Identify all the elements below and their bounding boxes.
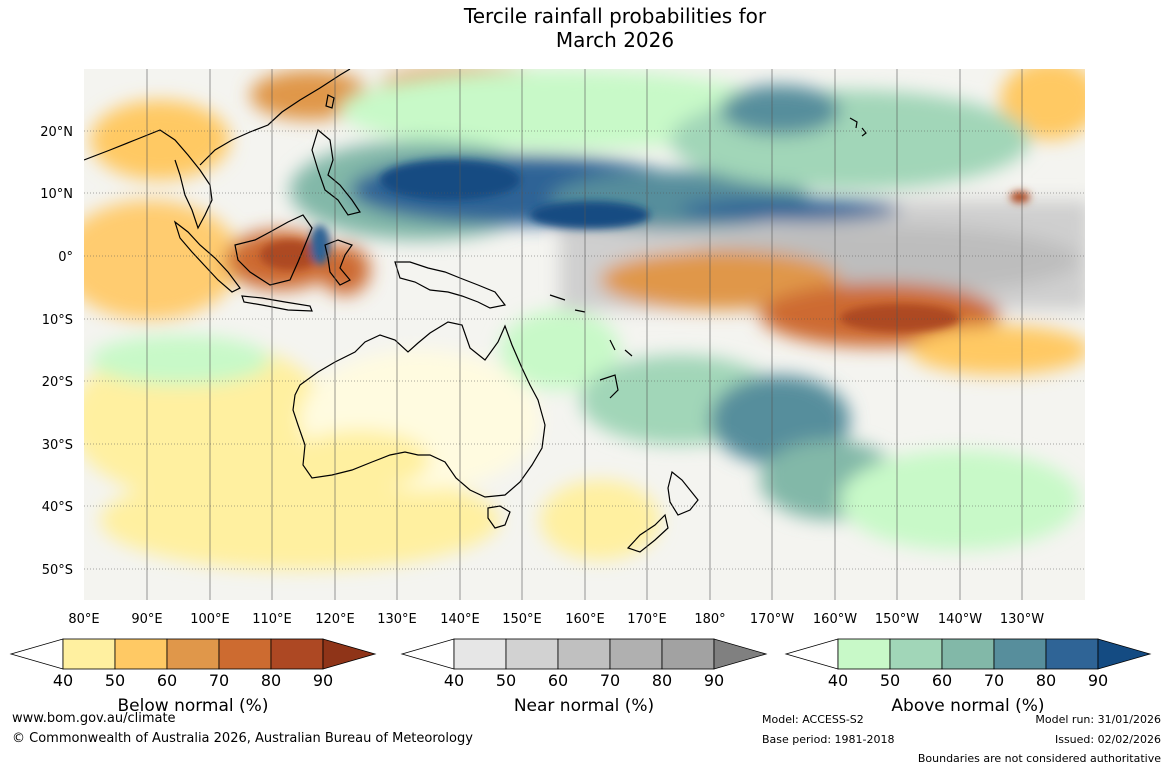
near-normal-colorbar: 40 50 60 70 80 90 — [400, 638, 768, 690]
colorbar-tick-label: 80 — [652, 671, 672, 690]
map-title-line1: Tercile rainfall probabilities for — [463, 4, 767, 28]
colorbar-extend-low — [784, 638, 839, 670]
colorbar-tick-label: 40 — [444, 671, 464, 690]
lon-label: 140°E — [440, 612, 480, 627]
copyright-text: © Commonwealth of Australia 2026, Austra… — [12, 731, 473, 746]
lon-label: 160°W — [813, 612, 857, 627]
issued-text: Issued: 02/02/2026 — [1054, 733, 1161, 746]
website-link[interactable]: www.bom.gov.au/climate — [12, 711, 176, 726]
colorbar-segment — [889, 638, 943, 670]
colorbar-segment — [941, 638, 995, 670]
lon-label: 120°E — [315, 612, 355, 627]
lat-label: 20°N — [40, 125, 73, 140]
lon-label: 150°W — [875, 612, 919, 627]
lon-label: 80°E — [68, 612, 99, 627]
lon-label: 90°E — [131, 612, 162, 627]
map-title: Tercile rainfall probabilities for March… — [0, 4, 1173, 52]
colorbar-segment — [114, 638, 168, 670]
above-normal-label: Above normal (%) — [891, 696, 1045, 716]
meridians — [146, 69, 1023, 600]
below-normal-colorbar: 40 50 60 70 80 90 — [9, 638, 377, 690]
colorbar-segment — [166, 638, 220, 670]
disclaimer-text: Boundaries are not considered authoritat… — [917, 752, 1161, 765]
colorbar-segment — [62, 638, 116, 670]
colorbar-segment — [270, 638, 324, 670]
near-normal-label: Near normal (%) — [513, 696, 655, 716]
lon-label: 170°E — [627, 612, 667, 627]
colorbar-tick-label: 50 — [496, 671, 516, 690]
lon-label: 130°W — [1000, 612, 1044, 627]
lat-label: 40°S — [42, 500, 73, 515]
lon-label: 180° — [694, 612, 725, 627]
below-normal-label: Below normal (%) — [117, 696, 269, 716]
model-run-text: Model run: 31/01/2026 — [1035, 713, 1161, 726]
colorbar-tick-label: 70 — [600, 671, 620, 690]
colorbar-tick-label: 50 — [880, 671, 900, 690]
colorbar-segment — [557, 638, 611, 670]
colorbar-segment — [218, 638, 272, 670]
colorbar-tick-label: 60 — [157, 671, 177, 690]
colorbar-tick-label: 70 — [209, 671, 229, 690]
colorbar-segment — [661, 638, 715, 670]
colorbar-tick-label: 60 — [548, 671, 568, 690]
coastlines — [84, 69, 867, 553]
colorbar-tick-label: 50 — [105, 671, 125, 690]
colorbar-tick-label: 90 — [1088, 671, 1108, 690]
lat-label: 10°S — [42, 313, 73, 328]
colorbar-tick-label: 40 — [53, 671, 73, 690]
legend-colorbars: 40 50 60 70 80 90 40 50 60 70 80 90 40 50 60 70 80 90 — [9, 638, 1152, 690]
colorbar-segment — [1045, 638, 1099, 670]
graticule — [84, 130, 1085, 570]
lon-label: 150°E — [502, 612, 542, 627]
colorbar-segment — [993, 638, 1047, 670]
map-title-line2: March 2026 — [555, 28, 675, 52]
lat-label: 0° — [58, 250, 73, 265]
colorbar-tick-label: 70 — [984, 671, 1004, 690]
colorbar-tick-label: 80 — [261, 671, 281, 690]
colorbar-tick-label: 60 — [932, 671, 952, 690]
lon-label: 130°E — [377, 612, 417, 627]
lon-label: 110°E — [252, 612, 292, 627]
lon-label: 170°W — [750, 612, 794, 627]
colorbar-tick-label: 80 — [1036, 671, 1056, 690]
lon-label: 140°W — [938, 612, 982, 627]
colorbar-segment — [453, 638, 507, 670]
model-text: Model: ACCESS-S2 — [762, 713, 864, 726]
colorbar-extend-low — [9, 638, 64, 670]
lat-label: 20°S — [42, 375, 73, 390]
lat-label: 30°S — [42, 438, 73, 453]
colorbar-tick-label: 40 — [828, 671, 848, 690]
colorbar-tick-label: 90 — [704, 671, 724, 690]
colorbar-extend-high — [713, 638, 768, 670]
lon-label: 100°E — [190, 612, 230, 627]
probability-field — [84, 69, 1085, 600]
colorbar-extend-high — [1097, 638, 1152, 670]
colorbar-segment — [609, 638, 663, 670]
colorbar-segment — [505, 638, 559, 670]
rainfall-map: 20°N 10°N 0° 10°S 20°S 30°S 40°S 50°S 80… — [40, 69, 1085, 627]
colorbar-tick-label: 90 — [313, 671, 333, 690]
lat-label: 10°N — [40, 187, 73, 202]
above-normal-colorbar: 40 50 60 70 80 90 — [784, 638, 1152, 690]
lon-label: 160°E — [565, 612, 605, 627]
colorbar-extend-high — [322, 638, 377, 670]
colorbar-extend-low — [400, 638, 455, 670]
colorbar-segment — [837, 638, 891, 670]
lat-label: 50°S — [42, 563, 73, 578]
base-period-text: Base period: 1981-2018 — [762, 733, 895, 746]
